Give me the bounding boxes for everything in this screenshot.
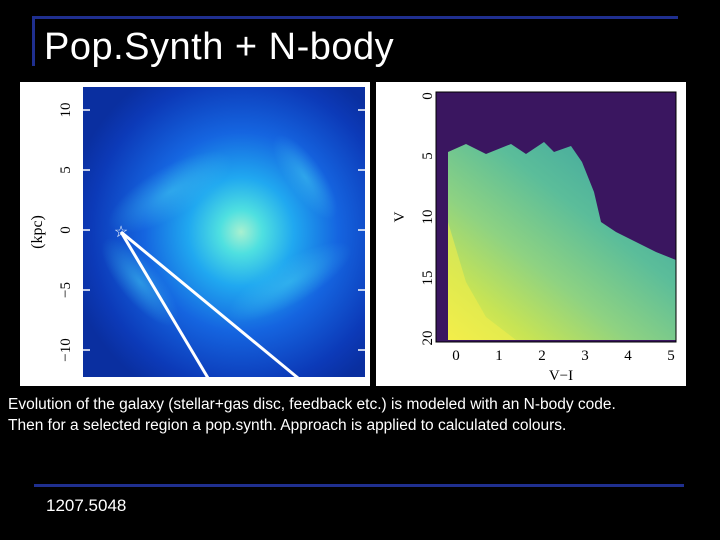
slide-title: Pop.Synth + N-body (44, 26, 395, 68)
cmd-dense-core (448, 222, 516, 340)
cmd-density-region (448, 142, 676, 340)
selected-region-star-icon: ☆ (114, 224, 128, 241)
spiral-arm (272, 134, 338, 220)
cmd-ylabel: V (392, 211, 408, 222)
footer-rule (34, 484, 684, 487)
spiral-arm (228, 242, 352, 322)
galaxy-ytick-minus10: −10 (58, 338, 74, 361)
galaxy-ytick-5: 5 (58, 166, 74, 174)
cmd-ytick-15: 15 (420, 271, 436, 286)
slide-caption: Evolution of the galaxy (stellar+gas dis… (8, 394, 716, 436)
cmd-ytick-10: 10 (420, 210, 436, 225)
selection-line-right (120, 230, 299, 380)
galaxy-ylabel: (kpc) (29, 215, 46, 249)
cmd-ytick-5: 5 (420, 152, 436, 160)
spiral-arm (101, 237, 179, 327)
galaxy-simulation-figure: 10 5 0 −5 −10 (kpc) ☆ (20, 82, 370, 386)
cmd-ytick-0: 0 (420, 92, 436, 100)
spiral-arm (108, 150, 232, 234)
caption-line-2: Then for a selected region a pop.synth. … (8, 417, 567, 434)
galaxy-frame (81, 85, 367, 379)
cmd-xtick-2: 2 (538, 348, 546, 364)
cmd-plot: 0 1 2 3 4 5 V−I 0 5 10 15 20 V (392, 91, 677, 384)
galaxy-ytick-0: 0 (58, 226, 74, 234)
galaxy-plot: 10 5 0 −5 −10 (kpc) ☆ (29, 85, 367, 380)
cmd-xtick-5: 5 (667, 348, 675, 364)
arxiv-reference: 1207.5048 (46, 496, 127, 515)
title-rule-left (32, 16, 35, 66)
cmd-ytick-20: 20 (420, 331, 436, 346)
cmd-xtick-4: 4 (624, 348, 632, 364)
selection-line-left (119, 231, 210, 379)
galaxy-ytick-minus5: −5 (58, 282, 74, 298)
cmd-xtick-1: 1 (495, 348, 503, 364)
caption-line-1: Evolution of the galaxy (stellar+gas dis… (8, 396, 616, 413)
cmd-xlabel: V−I (549, 368, 573, 384)
cmd-frame (435, 91, 677, 343)
cmd-xtick-0: 0 (452, 348, 460, 364)
title-rule-top (34, 16, 678, 19)
color-magnitude-figure: 0 1 2 3 4 5 V−I 0 5 10 15 20 V (376, 82, 686, 386)
cmd-xtick-3: 3 (581, 348, 589, 364)
galaxy-ytick-10: 10 (58, 103, 74, 118)
